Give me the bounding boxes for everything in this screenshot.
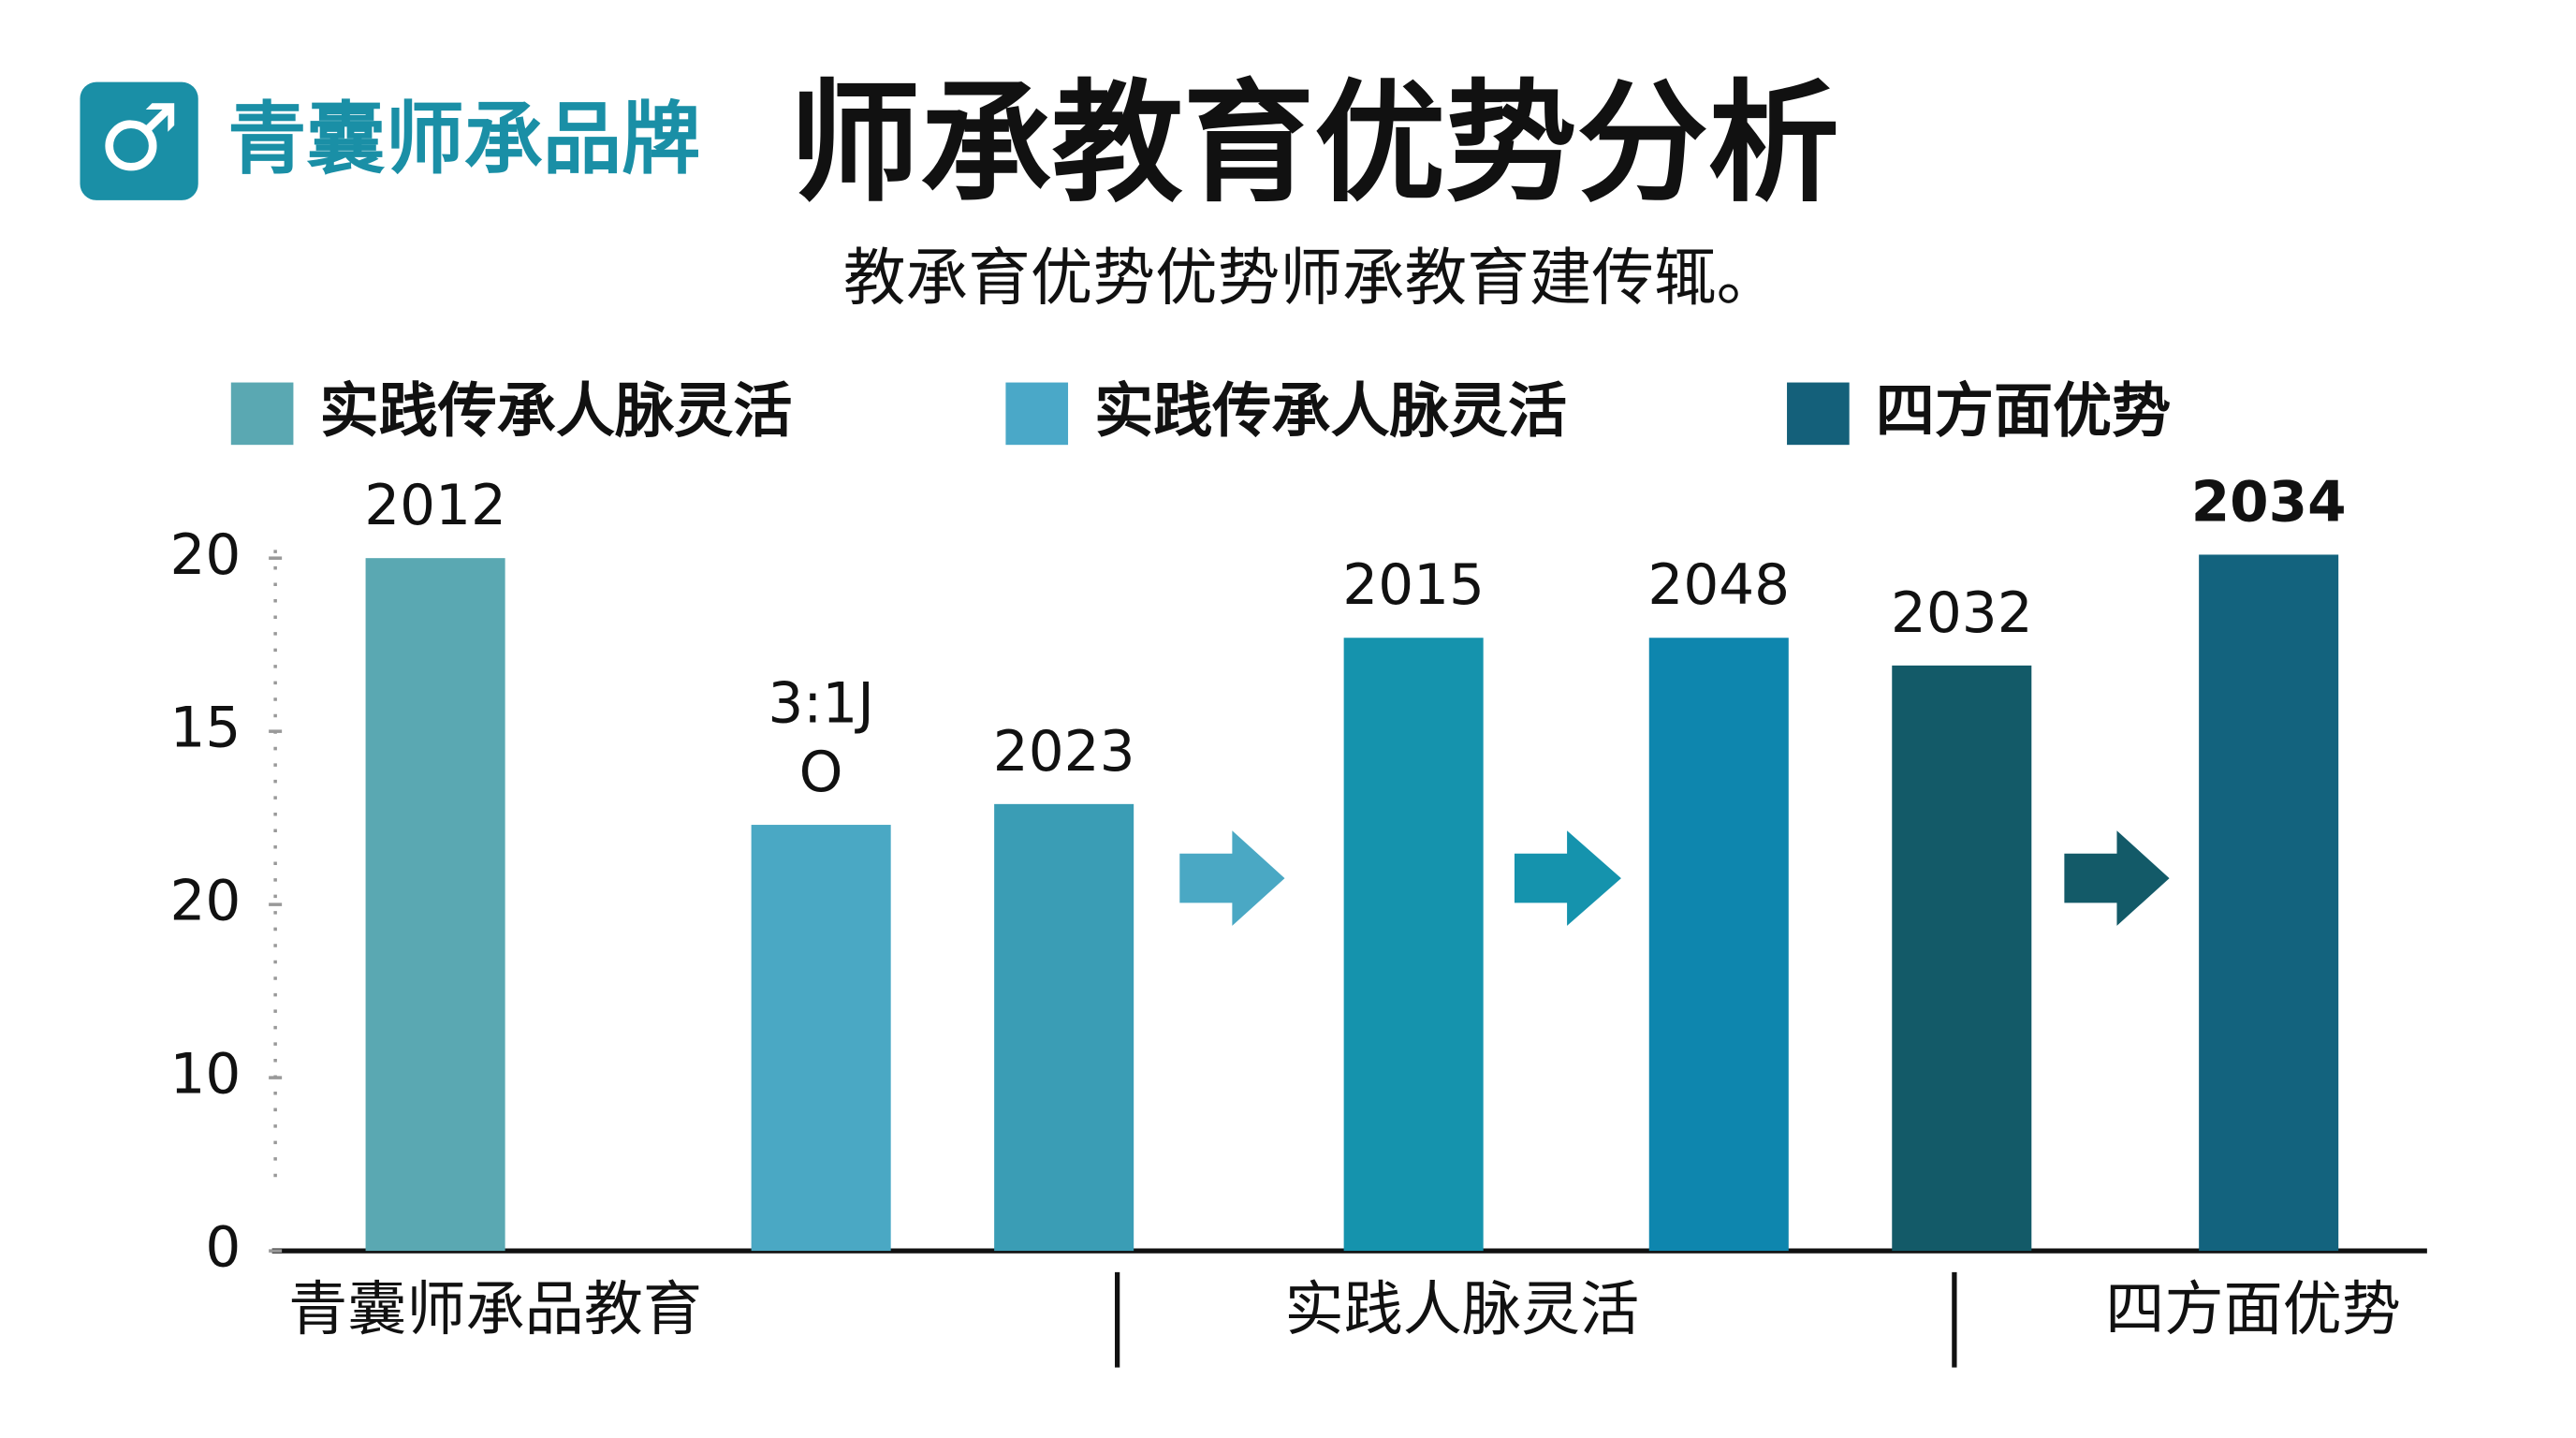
bar — [1648, 638, 1789, 1252]
bar-label: 2012 — [364, 474, 506, 538]
bar — [994, 803, 1134, 1252]
group-label: 青囊师承品教育 — [288, 1274, 702, 1343]
y-tick-label: 20 — [169, 870, 241, 934]
bar — [1892, 665, 2032, 1252]
legend-swatch — [1787, 382, 1850, 446]
bar — [1343, 638, 1484, 1252]
chart-title: 师承教育优势分析 — [789, 68, 1839, 221]
group-label: 实践人脉灵活 — [1285, 1274, 1640, 1343]
chart-subtitle: 教承育优势优势师承教育建传辄。 — [843, 242, 1778, 315]
legend-label: 实践传承人脉灵活 — [1094, 376, 1567, 446]
bar-label: 2034 — [2191, 470, 2347, 535]
bar-label: 2023 — [993, 720, 1135, 785]
legend-swatch — [1005, 382, 1069, 446]
bar — [365, 558, 505, 1252]
legend-label: 四方面优势 — [1876, 376, 2172, 446]
arrow — [1514, 830, 1621, 926]
legend-label: 实践传承人脉灵活 — [319, 376, 792, 446]
arrow — [2064, 830, 2170, 926]
bar — [2199, 554, 2339, 1252]
y-tick-label: 15 — [169, 697, 241, 761]
bar — [751, 825, 891, 1252]
group-label: 四方面优势 — [2105, 1274, 2401, 1343]
bar-label: 2032 — [1891, 581, 2033, 646]
bar-label: 2015 — [1342, 553, 1485, 618]
bar-annotation: O — [799, 741, 843, 805]
brand-icon: ♂ — [98, 85, 181, 192]
y-tick-label: 20 — [169, 523, 241, 588]
y-tick-label: 0 — [205, 1216, 241, 1281]
brand-logo — [80, 81, 198, 200]
bar-label: 3:1J — [768, 671, 874, 736]
brand-name: 青囊师承品牌 — [227, 93, 700, 184]
y-tick-label: 10 — [169, 1043, 241, 1108]
legend-swatch — [230, 382, 294, 446]
bar-label: 2048 — [1647, 553, 1790, 618]
arrow — [1179, 830, 1285, 926]
